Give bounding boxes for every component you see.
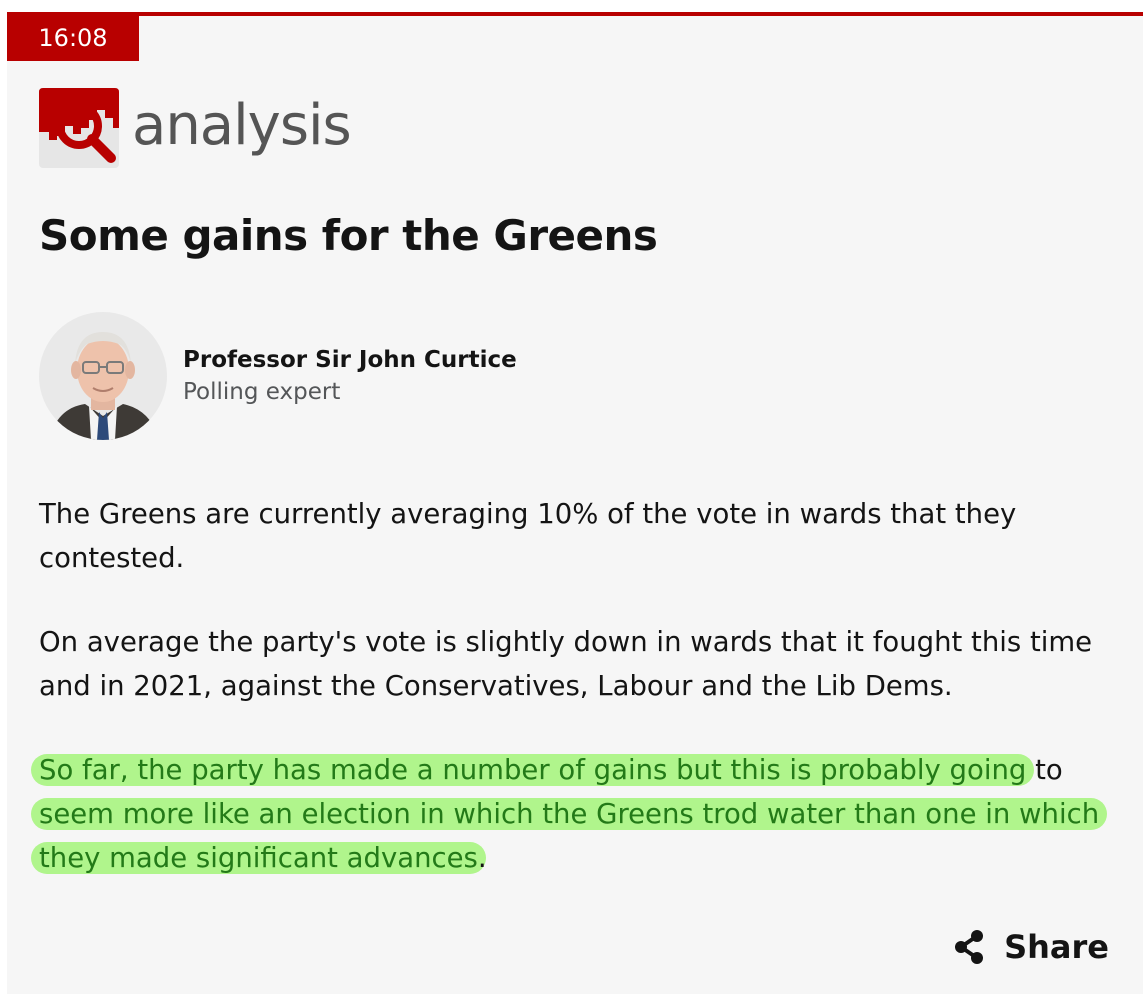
- highlighted-text: So far, the party has made a number of g…: [31, 754, 1035, 786]
- analysis-label: analysis: [39, 88, 352, 168]
- plain-text: .: [477, 842, 487, 874]
- post-body: The Greens are currently averaging 10% o…: [31, 492, 1129, 920]
- share-icon: [955, 930, 984, 964]
- analysis-magnifier-icon: [39, 88, 119, 168]
- analysis-word: analysis: [132, 93, 352, 158]
- body-paragraph: On average the party's vote is slightly …: [39, 626, 1093, 702]
- author-name: Professor Sir John Curtice: [183, 347, 517, 373]
- author-avatar: [39, 312, 167, 440]
- post-time-badge: 16:08: [7, 16, 139, 61]
- live-post-card: 16:08 analysis Some gains for the Greens: [7, 12, 1143, 994]
- plain-text: to: [1026, 754, 1063, 786]
- author-details: Professor Sir John Curtice Polling exper…: [183, 347, 517, 405]
- post-headline: Some gains for the Greens: [39, 211, 658, 260]
- body-paragraph-highlighted: So far, the party has made a number of g…: [31, 748, 1129, 880]
- highlighted-text: seem more like an election in which the …: [31, 798, 1108, 874]
- body-paragraph: The Greens are currently averaging 10% o…: [39, 498, 1017, 574]
- share-button[interactable]: Share: [952, 928, 1109, 966]
- author-role: Polling expert: [183, 379, 341, 405]
- author-byline: Professor Sir John Curtice Polling exper…: [39, 312, 517, 440]
- share-label: Share: [1004, 928, 1109, 966]
